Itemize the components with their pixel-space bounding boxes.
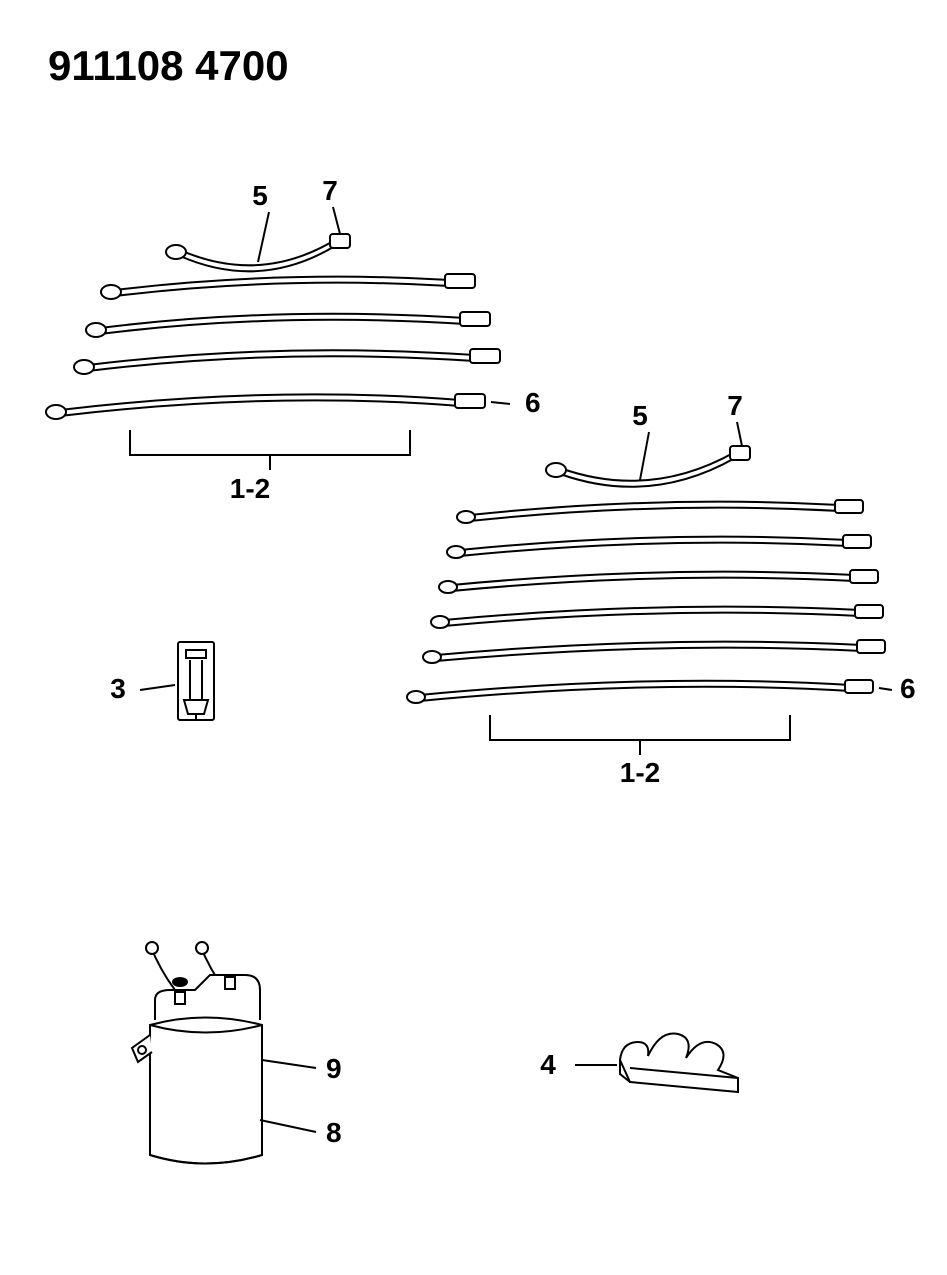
cable-b-5: [423, 640, 885, 663]
callout-6b: 6: [900, 673, 916, 704]
callout-8: 8: [326, 1117, 342, 1148]
cable-set-b: [407, 422, 892, 755]
callout-5a: 5: [252, 180, 268, 211]
cable-a-4: [46, 394, 485, 419]
callout-7a: 7: [322, 175, 338, 206]
cable-set-a: [46, 207, 510, 470]
spark-plug-icon: [140, 642, 214, 720]
page-code: 911108 4700: [48, 42, 289, 89]
cable-a-2: [86, 312, 490, 337]
cable-a-coil: [166, 234, 350, 271]
callout-3: 3: [110, 673, 126, 704]
callout-12a: 1-2: [230, 473, 270, 504]
cable-a-3: [74, 349, 500, 374]
cable-b-4: [431, 605, 883, 628]
wire-retainer-icon: [575, 1033, 738, 1092]
cable-b-6: [407, 680, 873, 703]
callout-6a: 6: [525, 387, 541, 418]
cable-b-3: [439, 570, 878, 593]
cable-a-1: [101, 274, 475, 299]
callout-9: 9: [326, 1053, 342, 1084]
cable-b-1: [457, 500, 863, 523]
diagram-canvas: 911108 4700: [0, 0, 947, 1275]
callout-12b: 1-2: [620, 757, 660, 788]
callout-4: 4: [540, 1049, 556, 1080]
callout-5b: 5: [632, 400, 648, 431]
cable-b-2: [447, 535, 871, 558]
cable-b-coil: [546, 446, 750, 487]
callout-7b: 7: [727, 390, 743, 421]
ignition-coil-icon: [132, 942, 316, 1164]
